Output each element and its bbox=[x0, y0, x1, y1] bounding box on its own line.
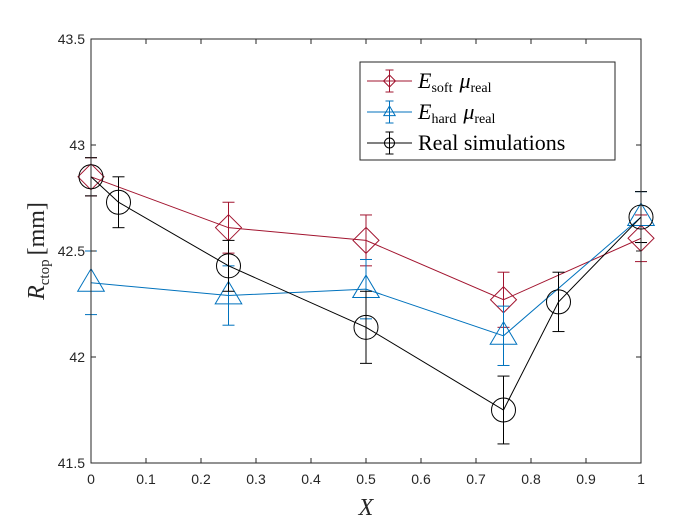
x-tick-label: 0.2 bbox=[191, 471, 211, 487]
legend-label-mu: μ bbox=[462, 99, 474, 124]
axes: 0 0.1 0.2 0.3 0.4 0.5 0.6 0.7 0.8 0.9 1 41.5 42 42.5 4… bbox=[24, 31, 645, 521]
legend-entry-1: Ehard μreal bbox=[367, 99, 495, 127]
series-layer bbox=[76, 157, 656, 445]
y-axis-title-main: R bbox=[24, 285, 50, 301]
legend-entry-2: Real simulations bbox=[367, 130, 565, 155]
y-tick-label: 42 bbox=[69, 349, 85, 365]
legend-label-sub: hard bbox=[431, 112, 456, 127]
x-tick-label: 0.9 bbox=[576, 471, 596, 487]
data-point bbox=[546, 289, 571, 315]
data-point bbox=[353, 314, 379, 340]
x-tick-label: 0 bbox=[87, 471, 95, 487]
data-point bbox=[491, 397, 516, 423]
y-tick-label: 43 bbox=[69, 137, 85, 153]
legend-box bbox=[359, 61, 616, 161]
legend-label-sub: soft bbox=[431, 81, 452, 96]
x-tick-label: 0.8 bbox=[521, 471, 541, 487]
x-tick-label: 0.1 bbox=[136, 471, 156, 487]
legend-label-main: E bbox=[417, 99, 432, 124]
y-axis-title-sub: ctop bbox=[37, 259, 53, 285]
legend-label-main: E bbox=[417, 68, 432, 93]
legend-label: Real simulations bbox=[418, 130, 565, 155]
x-tick-label: 0.3 bbox=[246, 471, 266, 487]
series-2 bbox=[78, 157, 654, 445]
x-tick-label: 0.5 bbox=[356, 471, 376, 487]
y-tick-label: 43.5 bbox=[58, 31, 85, 47]
data-point bbox=[214, 280, 243, 305]
data-point bbox=[216, 253, 241, 279]
y-axis-title: Rctop [mm] bbox=[24, 202, 53, 301]
y-tick-label: 42.5 bbox=[58, 243, 85, 259]
legend-label-mu-sub: real bbox=[471, 81, 492, 96]
legend-label: Ehard μreal bbox=[417, 99, 495, 127]
y-axis-title-unit: [mm] bbox=[24, 202, 50, 255]
x-tick-label: 1 bbox=[637, 471, 645, 487]
data-point bbox=[352, 226, 380, 255]
y-tick-label: 41.5 bbox=[58, 455, 85, 471]
data-point bbox=[106, 189, 131, 215]
x-axis-title: X bbox=[358, 495, 375, 521]
legend-label-mu: μ bbox=[458, 68, 470, 93]
legend-label: Esoft μreal bbox=[417, 68, 492, 96]
legend-marker bbox=[384, 137, 395, 149]
x-tick-label: 0.7 bbox=[466, 471, 486, 487]
x-tick-label: 0.4 bbox=[301, 471, 321, 487]
legend-marker bbox=[382, 105, 397, 117]
legend-label-mu-sub: real bbox=[474, 112, 495, 127]
data-point bbox=[489, 320, 518, 345]
legend-marker bbox=[382, 74, 397, 88]
legend-entry-0: Esoft μreal bbox=[367, 68, 492, 96]
x-tick-label: 0.6 bbox=[411, 471, 431, 487]
